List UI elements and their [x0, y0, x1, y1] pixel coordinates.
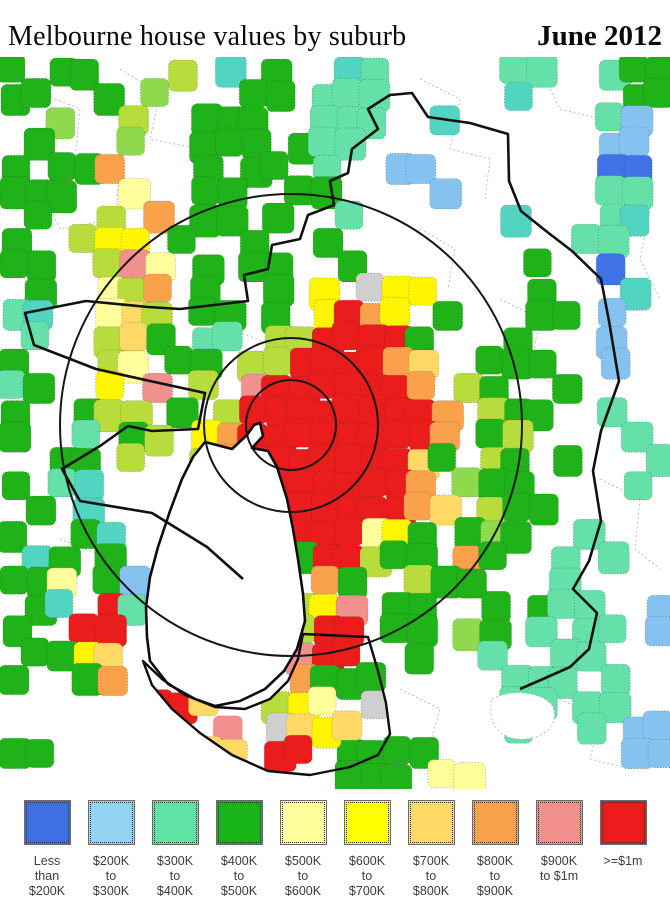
page-title: Melbourne house values by suburb — [8, 21, 407, 52]
metro-boundary — [23, 91, 621, 691]
legend-swatch — [535, 800, 583, 845]
legend-label: $900K to $1m — [539, 854, 579, 883]
peninsula-coastline — [141, 632, 392, 777]
legend-swatch — [343, 800, 391, 845]
legend-item-2: $200K to $300K — [80, 800, 142, 918]
legend-item-6: $600K to $700K — [336, 800, 398, 918]
distance-ring — [245, 379, 337, 471]
french-island — [490, 692, 555, 740]
melbourne-map — [0, 57, 670, 789]
legend-swatch — [471, 800, 519, 845]
legend: Less than $200K $200K to $300K $300K to $400K $40… — [0, 789, 670, 918]
legend-swatch — [151, 800, 199, 845]
legend-swatch — [407, 800, 455, 845]
date-label: June 2012 — [537, 20, 662, 52]
legend-item-3: $300K to $400K — [144, 800, 206, 918]
distance-ring — [59, 193, 523, 657]
legend-label: Less than $200K — [28, 854, 66, 898]
legend-swatch — [23, 800, 71, 845]
legend-item-7: $700K to $800K — [400, 800, 462, 918]
legend-swatch — [279, 800, 327, 845]
legend-label: $200K to $300K — [92, 854, 130, 898]
distance-rings — [59, 193, 523, 657]
legend-label: $500K to $600K — [284, 854, 322, 898]
legend-swatch — [215, 800, 263, 845]
legend-label: $700K to $800K — [412, 854, 450, 898]
legend-label: $400K to $500K — [220, 854, 258, 898]
legend-label: >=$1m — [603, 854, 643, 868]
legend-swatch — [87, 800, 135, 845]
legend-item-1: Less than $200K — [16, 800, 78, 918]
legend-item-9: $900K to $1m — [528, 800, 590, 918]
legend-label: $600K to $700K — [348, 854, 386, 898]
legend-swatch — [599, 800, 647, 845]
legend-label: $800K to $900K — [476, 854, 514, 898]
legend-item-5: $500K to $600K — [272, 800, 334, 918]
distance-ring — [203, 337, 379, 513]
legend-label: $300K to $400K — [156, 854, 194, 898]
legend-item-4: $400K to $500K — [208, 800, 270, 918]
legend-item-10: >=$1m — [592, 800, 654, 918]
legend-item-8: $800K to $900K — [464, 800, 526, 918]
header: Melbourne house values by suburb June 20… — [0, 0, 670, 57]
